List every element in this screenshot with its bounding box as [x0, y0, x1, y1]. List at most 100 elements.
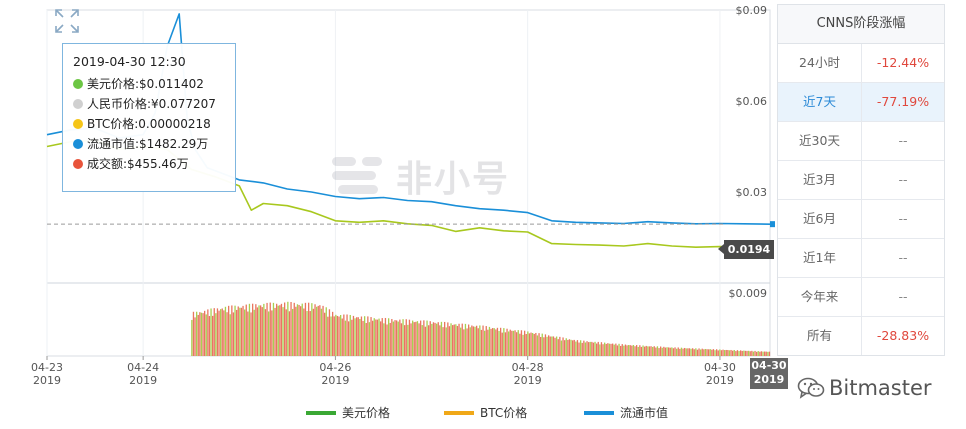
volume-bar [354, 318, 356, 356]
volume-bar [375, 319, 377, 356]
volume-bar [483, 330, 486, 356]
period-name: 近1年 [778, 239, 862, 277]
volume-bar [411, 320, 414, 356]
volume-bar [594, 341, 596, 356]
volume-bar [632, 345, 635, 356]
volume-bar [383, 323, 385, 356]
volume-bar [715, 349, 718, 356]
volume-bar [423, 320, 425, 356]
volume-bar [359, 318, 361, 356]
volume-bar [384, 317, 387, 356]
legend-label: 美元价格 [342, 406, 391, 420]
period-row-6m[interactable]: 近6月 -- [778, 200, 944, 239]
volume-bar [637, 346, 639, 356]
volume-bar [290, 301, 292, 356]
period-value: -- [898, 133, 908, 148]
volume-bar [200, 312, 203, 356]
volume-bar [263, 303, 265, 356]
volume-bar [595, 343, 598, 356]
period-panel-title: CNNS阶段涨幅 [778, 5, 944, 44]
volume-bar [531, 333, 534, 356]
volume-bar [522, 334, 524, 356]
period-row-3m[interactable]: 近3月 -- [778, 161, 944, 200]
tooltip-row-marketcap: 流通市值:$1482.29万 [73, 134, 225, 154]
volume-bar [322, 305, 324, 356]
x-tick-label: 04-24 [127, 361, 159, 374]
volume-bar [338, 316, 340, 356]
volume-bar [203, 310, 206, 356]
volume-bar [725, 349, 727, 356]
volume-bar [634, 346, 636, 356]
period-row-24h[interactable]: 24小时 -12.44% [778, 44, 944, 83]
volume-bar [520, 330, 523, 356]
volume-bar [371, 320, 374, 356]
volume-bar [643, 346, 646, 356]
volume-bar [571, 340, 574, 356]
volume-bar [368, 322, 371, 356]
volume-bar [749, 351, 751, 356]
volume-bar [563, 340, 566, 356]
volume-bar [479, 325, 481, 356]
volume-bar [277, 305, 279, 356]
y-tick-label: $0.06 [736, 95, 768, 108]
volume-bar [485, 326, 487, 356]
volume-bar [432, 322, 435, 356]
volume-bar [605, 343, 607, 356]
volume-bar [259, 305, 262, 356]
volume-bar [768, 351, 771, 356]
volume-bar [453, 324, 455, 356]
period-row-30d[interactable]: 近30天 -- [778, 122, 944, 161]
volume-bar [211, 315, 214, 356]
period-name: 所有 [778, 317, 862, 355]
volume-bar [696, 349, 699, 356]
x-tick-label: 04-28 [512, 361, 544, 374]
volume-bar [728, 350, 731, 356]
volume-bar [461, 323, 463, 356]
volume-bar [650, 346, 652, 356]
period-row-7d[interactable]: 近7天 -77.19% [778, 83, 944, 122]
volume-bar [419, 320, 422, 356]
volume-bar [344, 320, 347, 356]
marketcap-dot-icon [73, 139, 83, 149]
period-name: 近7天 [778, 83, 862, 121]
tooltip-row-cny: 人民币价格:¥0.077207 [73, 94, 225, 114]
volume-bar [399, 319, 401, 356]
volume-bar [448, 326, 451, 356]
volume-bar [362, 320, 364, 356]
legend-item-market-cap[interactable]: 流通市值 [584, 404, 668, 421]
volume-bar [258, 305, 260, 356]
volume-bar [213, 308, 215, 356]
volume-bar [727, 349, 729, 356]
volume-bar [629, 345, 631, 356]
volume-bar [245, 304, 247, 356]
volume-bar [333, 316, 335, 356]
volume-bar [607, 343, 609, 356]
volume-bar [759, 351, 761, 356]
volume-bar [642, 345, 644, 356]
legend-item-usd-price[interactable]: 美元价格 [306, 404, 390, 421]
volume-bar [287, 301, 289, 356]
x-tick-label: 2019 [706, 374, 734, 387]
legend-item-btc-price[interactable]: BTC价格 [444, 404, 527, 421]
volume-bar [675, 348, 678, 356]
volume-bar [235, 309, 238, 356]
period-row-ytd[interactable]: 今年来 -- [778, 278, 944, 317]
volume-bar [416, 321, 419, 356]
period-row-all[interactable]: 所有 -28.83% [778, 317, 944, 355]
volume-bar [603, 342, 606, 356]
volume-bar [312, 308, 315, 356]
period-row-1y[interactable]: 近1年 -- [778, 239, 944, 278]
volume-bar [656, 346, 659, 356]
period-change-panel: CNNS阶段涨幅 24小时 -12.44% 近7天 -77.19% 近30天 -… [777, 4, 945, 356]
volume-bar [739, 350, 742, 356]
period-value: -12.44% [876, 55, 930, 70]
volume-bar [363, 316, 366, 356]
volume-bar [298, 304, 300, 356]
volume-bar [474, 326, 476, 356]
volume-bar [408, 319, 411, 356]
volume-bar [735, 351, 737, 356]
expand-icon[interactable] [54, 8, 80, 34]
volume-bar [242, 305, 244, 356]
volume-bar [475, 325, 478, 356]
tooltip-row-volume: 成交额:$455.46万 [73, 154, 225, 174]
